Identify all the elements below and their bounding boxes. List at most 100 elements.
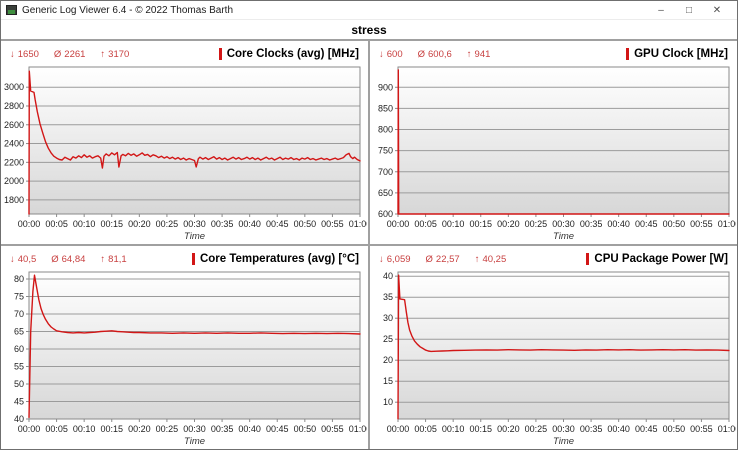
stat-min: ↓ 6,059 <box>379 254 411 265</box>
ytick-label-800: 800 <box>378 125 393 135</box>
maximize-button[interactable]: □ <box>685 4 693 16</box>
x-axis-title: Time <box>553 436 574 447</box>
window-title: Generic Log Viewer 6.4 - © 2022 Thomas B… <box>22 4 234 16</box>
xtick-label-00:30: 00:30 <box>552 424 575 434</box>
xtick-label-00:20: 00:20 <box>497 219 520 229</box>
plot-background <box>398 67 729 214</box>
plot-background <box>29 272 360 419</box>
ytick-label-900: 900 <box>378 82 393 92</box>
average-icon: Ø <box>51 253 59 265</box>
x-axis-title: Time <box>553 231 574 242</box>
ytick-label-20: 20 <box>383 355 393 365</box>
stat-avg-value: 2261 <box>64 48 86 60</box>
xtick-label-00:30: 00:30 <box>183 219 206 229</box>
stat-avg: Ø 2261 <box>54 49 86 60</box>
ytick-label-15: 15 <box>383 376 393 386</box>
ytick-label-750: 750 <box>378 146 393 156</box>
chart-svg-core-clocks[interactable]: 1800 2000 2200 2400 2600 2800 3000 00:00 00:05 00… <box>1 63 367 244</box>
stat-min-value: 40,5 <box>17 253 37 265</box>
xtick-label-00:15: 00:15 <box>469 424 492 434</box>
xtick-label-00:00: 00:00 <box>387 219 410 229</box>
stat-max-value: 81,1 <box>108 253 127 265</box>
xtick-label-00:10: 00:10 <box>442 424 465 434</box>
stat-min-value: 600 <box>386 48 403 60</box>
xtick-label-00:55: 00:55 <box>690 219 713 229</box>
plot-background <box>398 272 729 419</box>
chart-stats: ↓ 6,059 Ø 22,57 ↑ 40,25 <box>379 254 506 265</box>
stat-min-value: 1650 <box>17 48 39 60</box>
down-arrow-icon: ↓ <box>379 253 384 265</box>
stat-avg-value: 64,84 <box>61 253 86 265</box>
ytick-label-2600: 2600 <box>4 120 24 130</box>
stat-avg: Ø 64,84 <box>51 254 85 265</box>
xtick-label-00:30: 00:30 <box>183 424 206 434</box>
xtick-label-00:20: 00:20 <box>128 424 151 434</box>
xtick-label-00:40: 00:40 <box>238 219 261 229</box>
xtick-label-00:45: 00:45 <box>266 424 289 434</box>
ytick-label-3000: 3000 <box>4 82 24 92</box>
chart-header-row: ↓ 1650 Ø 2261 ↑ 3170 Core Clocks (avg) [… <box>1 41 368 63</box>
chart-plot-area[interactable]: 10 15 20 25 30 35 40 00:00 00:05 00:10 00:15 00:20 0… <box>370 268 737 449</box>
chart-title-marker <box>191 253 195 265</box>
stat-max-value: 3170 <box>108 48 130 60</box>
chart-panel-cpu-package-power: ↓ 6,059 Ø 22,57 ↑ 40,25 CPU Package Powe… <box>370 246 737 449</box>
ytick-label-850: 850 <box>378 103 393 113</box>
average-icon: Ø <box>425 253 433 265</box>
chart-plot-area[interactable]: 40 45 50 55 60 65 70 75 80 00:00 00:05 00:10 00:15 00… <box>1 268 368 449</box>
average-icon: Ø <box>417 48 425 60</box>
xtick-label-00:15: 00:15 <box>100 219 123 229</box>
xtick-label-00:40: 00:40 <box>607 219 630 229</box>
xtick-label-00:45: 00:45 <box>635 219 658 229</box>
xtick-label-00:35: 00:35 <box>211 219 234 229</box>
x-axis-title: Time <box>184 436 205 447</box>
ytick-label-50: 50 <box>14 379 24 389</box>
chart-title: CPU Package Power [W] <box>586 253 728 265</box>
chart-plot-area[interactable]: 600 650 700 750 800 850 900 00:00 00:05 00:10 00:1… <box>370 63 737 244</box>
xtick-label-00:55: 00:55 <box>321 424 344 434</box>
xtick-label-00:20: 00:20 <box>128 219 151 229</box>
chart-header-row: ↓ 6,059 Ø 22,57 ↑ 40,25 CPU Package Powe… <box>370 246 737 268</box>
stat-max: ↑ 3170 <box>100 49 129 60</box>
ytick-label-650: 650 <box>378 188 393 198</box>
ytick-label-35: 35 <box>383 292 393 302</box>
up-arrow-icon: ↑ <box>474 253 480 265</box>
data-line-core-clocks <box>28 70 361 215</box>
stat-avg-value: 22,57 <box>435 253 460 265</box>
ytick-label-1800: 1800 <box>4 195 24 205</box>
chart-header-row: ↓ 40,5 Ø 64,84 ↑ 81,1 Core Temperatures … <box>1 246 368 268</box>
xtick-label-00:25: 00:25 <box>525 424 548 434</box>
chart-title-marker <box>586 253 590 265</box>
plot-background <box>29 67 360 214</box>
ytick-label-25: 25 <box>383 334 393 344</box>
ytick-label-60: 60 <box>14 344 24 354</box>
stat-min: ↓ 1650 <box>10 49 39 60</box>
minimize-button[interactable]: – <box>658 4 664 16</box>
chart-panel-gpu-clock: ↓ 600 Ø 600,6 ↑ 941 GPU Clock [MHz] 600 6… <box>370 41 737 244</box>
up-arrow-icon: ↑ <box>100 253 106 265</box>
log-name-header: stress <box>1 20 737 39</box>
xtick-label-00:35: 00:35 <box>580 219 603 229</box>
xtick-label-00:30: 00:30 <box>552 219 575 229</box>
chart-svg-core-temperatures[interactable]: 40 45 50 55 60 65 70 75 80 00:00 00:05 00:10 00:15 00… <box>1 268 367 449</box>
xtick-label-00:15: 00:15 <box>100 424 123 434</box>
xtick-label-01:00: 01:00 <box>349 424 367 434</box>
xtick-label-00:35: 00:35 <box>211 424 234 434</box>
stat-min-value: 6,059 <box>386 253 411 265</box>
chart-title-text: Core Temperatures (avg) [°C] <box>199 253 359 265</box>
close-button[interactable]: ✕ <box>712 4 722 16</box>
ytick-label-40: 40 <box>14 414 24 424</box>
xtick-label-00:50: 00:50 <box>663 424 686 434</box>
ytick-label-65: 65 <box>14 327 24 337</box>
ytick-label-45: 45 <box>14 397 24 407</box>
chart-title-text: Core Clocks (avg) [MHz] <box>226 48 359 60</box>
chart-header-row: ↓ 600 Ø 600,6 ↑ 941 GPU Clock [MHz] <box>370 41 737 63</box>
chart-plot-area[interactable]: 1800 2000 2200 2400 2600 2800 3000 00:00 00:05 00… <box>1 63 368 244</box>
down-arrow-icon: ↓ <box>10 48 15 60</box>
chart-svg-cpu-package-power[interactable]: 10 15 20 25 30 35 40 00:00 00:05 00:10 00:15 00:20 0… <box>370 268 736 449</box>
log-name-label: stress <box>351 22 387 37</box>
chart-svg-gpu-clock[interactable]: 600 650 700 750 800 850 900 00:00 00:05 00:10 00:1… <box>370 63 736 244</box>
stat-max-value: 40,25 <box>482 253 507 265</box>
xtick-label-00:00: 00:00 <box>18 424 41 434</box>
x-axis-title: Time <box>184 231 205 242</box>
chart-title: Core Temperatures (avg) [°C] <box>191 253 359 265</box>
